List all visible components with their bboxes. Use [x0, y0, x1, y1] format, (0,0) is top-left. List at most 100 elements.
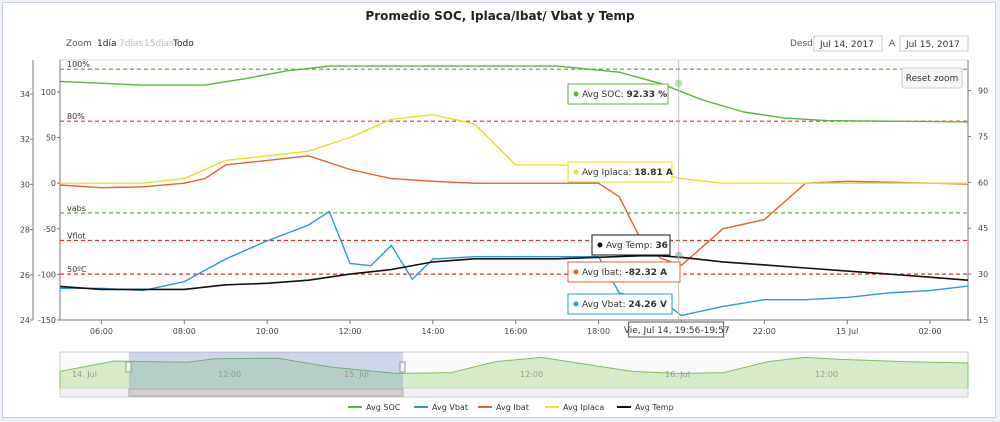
y-tick-label-corriente: 50	[46, 134, 56, 143]
tooltip-box	[567, 293, 673, 315]
legend: Avg SOC Avg Vbat Avg Ibat Avg Iplaca Avg Tem…	[348, 403, 674, 412]
navigator[interactable]: 14. Jul 12:00 15. Jul 12:00 16. Jul 12:00	[59, 351, 969, 398]
navigator-label: 15. Jul	[344, 370, 369, 379]
hover-marker-temp	[674, 251, 683, 260]
plot-line-label: 50ºC	[67, 265, 87, 274]
tooltip-text: Avg Iplaca: 18.81 A	[582, 168, 673, 178]
y-tick-label-corriente: -150	[38, 316, 56, 325]
tooltip-avg-temp: Avg Temp: 36	[591, 234, 671, 256]
legend-item-avg-ibat[interactable]: Avg Ibat	[478, 403, 529, 412]
chart-title: Promedio SOC, Iplaca/Ibat/ Vbat y Temp	[365, 9, 635, 23]
date-to-value: Jul 15, 2017	[905, 40, 960, 50]
tooltip-label: Avg Vbat:	[582, 300, 628, 310]
tooltip-value: 36	[655, 241, 668, 251]
legend-label: Avg Iplaca	[563, 403, 604, 412]
tooltip-box	[591, 234, 671, 256]
plot-background	[59, 59, 969, 321]
tooltip-text: Avg Ibat: -82.32 A	[582, 268, 667, 278]
y-tick-label-corriente: -100	[38, 270, 56, 279]
navigator-label: 12:00	[218, 370, 241, 379]
legend-label: Avg Temp	[635, 403, 674, 412]
x-tick-label: 18:00	[587, 327, 610, 336]
legend-label: Avg Vbat	[432, 403, 468, 412]
x-tick-label: 06:00	[90, 327, 113, 336]
hover-marker-soc	[674, 79, 683, 88]
y-tick-label-corriente: 100	[41, 88, 56, 97]
tooltip-value: -82.32 A	[625, 268, 667, 278]
series-line-avg-iplaca	[60, 113, 968, 184]
x-tick-label: 12:00	[338, 327, 361, 336]
tooltip-text: Avg Vbat: 24.26 V	[582, 300, 667, 310]
y-tick-label-corriente: 0	[51, 179, 56, 188]
zoom-button-15dias[interactable]: 15días	[144, 39, 174, 49]
y-tick-label-soc: 60	[978, 178, 988, 187]
tooltip-avg-vbat: Avg Vbat: 24.26 V	[567, 293, 673, 315]
date-from-value: Jul 14, 2017	[819, 40, 874, 50]
date-to-input[interactable]	[899, 35, 969, 52]
legend-label: Avg SOC	[366, 403, 401, 412]
navigator-handle-right[interactable]	[399, 361, 406, 373]
crosshair-label-box	[628, 321, 725, 338]
navigator-scrollbar[interactable]	[59, 387, 969, 398]
tooltip-marker	[573, 269, 579, 275]
navigator-series-area	[59, 356, 969, 389]
navigator-scrollbar-thumb[interactable]	[128, 388, 404, 397]
zoom-button-1dia[interactable]: 1día	[97, 39, 116, 49]
legend-item-avg-vbat[interactable]: Avg Vbat	[414, 403, 468, 412]
legend-item-avg-iplaca[interactable]: Avg Iplaca	[545, 403, 604, 412]
y-tick-label-vbat: 26	[20, 271, 30, 280]
tooltip-label: Avg Temp:	[606, 241, 655, 251]
x-tick-label: 10:00	[256, 327, 279, 336]
tooltip-text: Avg SOC: 92.33 %	[582, 90, 667, 100]
y-tick-label-vbat: 24	[20, 316, 30, 325]
legend-label: Avg Ibat	[496, 403, 529, 412]
date-from-input[interactable]	[813, 35, 883, 52]
zoom-button-todo[interactable]: Todo	[172, 39, 194, 49]
date-to-label: A	[889, 39, 896, 49]
tooltip-value: 92.33 %	[627, 90, 668, 100]
tooltip-marker	[597, 242, 603, 248]
zoom-label: Zoom	[66, 39, 92, 49]
plot-line-label: Vflot	[67, 231, 86, 240]
series-line-avg-soc	[59, 65, 969, 123]
tooltip-marker	[573, 91, 579, 97]
x-tick-label: 02:00	[918, 327, 941, 336]
tooltip-label: Avg SOC:	[582, 90, 627, 100]
crosshair-label: Vie, Jul 14, 19:56-19:57	[624, 326, 730, 336]
y-tick-label-vbat: 32	[20, 135, 30, 144]
series-line-avg-temp	[59, 255, 969, 291]
x-tick-label: 22:00	[753, 327, 776, 336]
tooltip-avg-soc: Avg SOC: 92.33 %	[567, 83, 669, 105]
plot-line-label: 100%	[67, 60, 90, 69]
y-tick-label-soc: 90	[978, 87, 988, 96]
y-tick-label-soc: 30	[978, 270, 988, 279]
x-tick-label: 16:00	[504, 327, 527, 336]
plot-area: 24 26 28 30 32 34 -150 -100 -50 0 50 100 15 30 45 60 75 9…	[20, 59, 988, 338]
y-tick-label-vbat: 28	[20, 226, 30, 235]
zoom-buttons: 1día 7días 15días Todo	[97, 39, 194, 49]
tooltip-marker	[573, 301, 579, 307]
navigator-handle-left[interactable]	[125, 361, 132, 373]
x-tick-label: 15 Jul	[836, 327, 858, 336]
y-tick-label-vbat: 30	[20, 180, 30, 189]
series-line-avg-vbat	[60, 210, 969, 317]
navigator-label: 14. Jul	[72, 370, 97, 379]
y-tick-label-vbat: 34	[20, 90, 30, 99]
tooltip-avg-iplaca: Avg Iplaca: 18.81 A	[567, 161, 673, 183]
series-line-avg-ibat	[59, 155, 969, 267]
reset-zoom-label: Reset zoom	[906, 74, 959, 84]
plot-line-label: vabs	[67, 204, 86, 213]
zoom-button-7dias[interactable]: 7días	[119, 39, 143, 49]
tooltip-box	[567, 83, 669, 105]
legend-item-avg-temp[interactable]: Avg Temp	[617, 403, 674, 412]
tooltip-box	[567, 161, 673, 183]
y-tick-label-soc: 75	[978, 132, 988, 141]
navigator-selected-range[interactable]	[129, 352, 403, 388]
reset-zoom-button[interactable]	[901, 67, 963, 89]
tooltip-value: 18.81 A	[634, 168, 673, 178]
legend-item-avg-soc[interactable]: Avg SOC	[348, 403, 401, 412]
tooltip-marker	[573, 169, 579, 175]
x-tick-label: 14:00	[421, 327, 444, 336]
tooltip-label: Avg Iplaca:	[582, 168, 634, 178]
